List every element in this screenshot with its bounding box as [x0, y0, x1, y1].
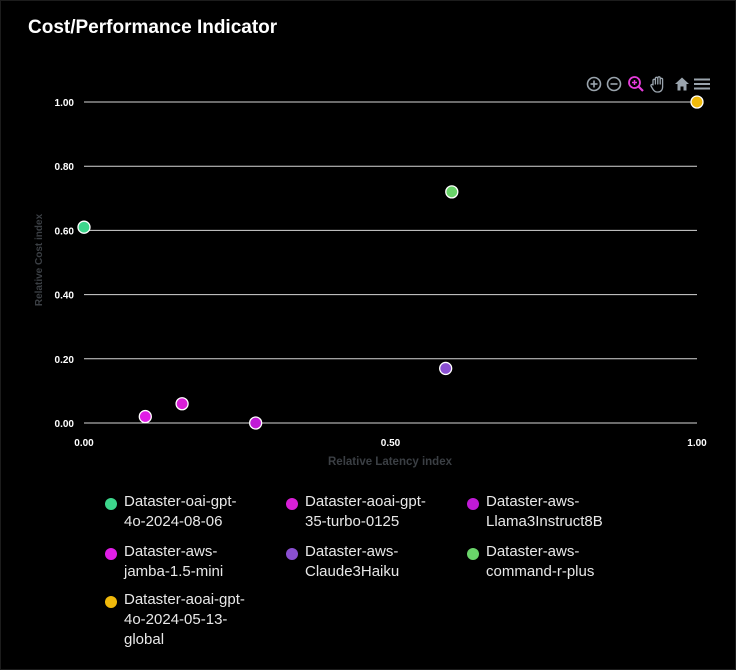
legend-item[interactable]: Dataster-oai-gpt- 4o-2024-08-06 — [105, 492, 275, 532]
legend-label: Dataster-aws- command-r-plus — [486, 543, 595, 580]
data-point[interactable] — [439, 361, 453, 376]
data-point[interactable] — [77, 220, 91, 234]
y-tick-label: 0.80 — [55, 162, 75, 173]
data-points — [77, 95, 704, 430]
legend-label: Dataster-aws- Llama3Instruct8B — [486, 493, 603, 530]
legend-marker — [286, 498, 298, 510]
legend-label: Dataster-oai-gpt- 4o-2024-08-06 — [124, 493, 237, 530]
scatter-plot: 0.00 0.20 0.40 0.60 0.80 1.00 0.00 0.50 1.00 Re… — [34, 95, 707, 468]
data-point[interactable] — [248, 416, 263, 430]
legend-item[interactable]: Dataster-aoai-gpt- 4o-2024-05-13- global — [105, 590, 275, 650]
legend-item[interactable]: Dataster-aws- jamba-1.5-mini — [105, 542, 275, 582]
y-axis-title: Relative Cost index — [34, 213, 45, 306]
legend-label: Dataster-aoai-gpt- 35-turbo-0125 — [305, 493, 426, 530]
legend-item[interactable]: Dataster-aws- Llama3Instruct8B — [467, 492, 637, 532]
y-tick-label: 1.00 — [55, 98, 75, 109]
legend-marker — [105, 596, 117, 608]
pan-icon[interactable] — [649, 74, 667, 94]
y-tick-label: 0.00 — [55, 419, 75, 430]
y-tick-label: 0.40 — [55, 291, 75, 302]
data-point[interactable] — [690, 95, 704, 109]
x-tick-labels: 0.00 0.50 1.00 — [74, 438, 707, 449]
legend-marker — [286, 548, 298, 560]
y-tick-labels: 0.00 0.20 0.40 0.60 0.80 1.00 — [55, 98, 75, 430]
legend-label: Dataster-aws- jamba-1.5-mini — [124, 543, 224, 580]
legend-label: Dataster-aoai-gpt- 4o-2024-05-13- global — [124, 591, 245, 648]
legend-marker — [105, 498, 117, 510]
y-tick-label: 0.60 — [55, 226, 75, 237]
home-icon[interactable] — [673, 74, 691, 94]
legend-item[interactable]: Dataster-aws- Claude3Haiku — [286, 542, 456, 582]
chart-toolbar — [585, 74, 713, 94]
data-point[interactable] — [175, 397, 189, 411]
chart-title: Cost/Performance Indicator — [28, 17, 278, 38]
data-point[interactable] — [445, 185, 459, 199]
zoom-select-icon[interactable] — [627, 74, 645, 94]
legend-marker — [105, 548, 117, 560]
zoom-in-icon[interactable] — [585, 74, 603, 94]
zoom-out-icon[interactable] — [605, 74, 623, 94]
y-tick-label: 0.20 — [55, 355, 75, 366]
x-axis-title: Relative Latency index — [328, 456, 453, 468]
x-tick-label: 0.50 — [381, 438, 401, 449]
legend-item[interactable]: Dataster-aws- command-r-plus — [467, 542, 637, 582]
menu-icon[interactable] — [693, 74, 711, 94]
x-tick-label: 1.00 — [687, 438, 707, 449]
grid-lines — [84, 101, 697, 424]
legend-label: Dataster-aws- Claude3Haiku — [305, 543, 400, 580]
legend-marker — [467, 548, 479, 560]
data-point[interactable] — [138, 409, 152, 424]
legend-item[interactable]: Dataster-aoai-gpt- 35-turbo-0125 — [286, 492, 456, 532]
x-tick-label: 0.00 — [74, 438, 94, 449]
legend-marker — [467, 498, 479, 510]
